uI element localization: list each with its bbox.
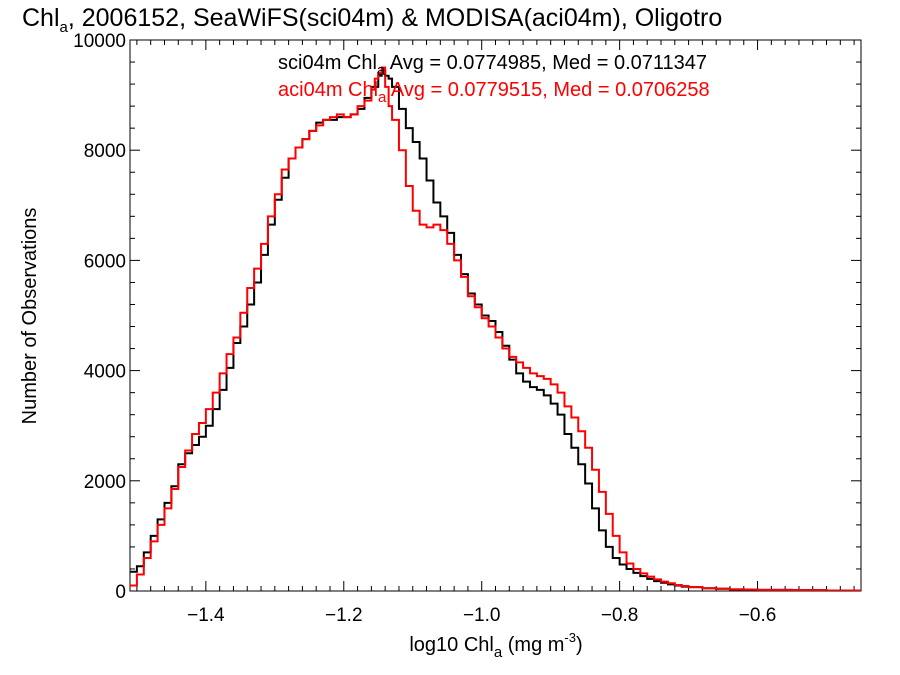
x-axis-label: log10 Chla (mg m-3) <box>409 630 582 661</box>
x-tick-label: −1.2 <box>325 605 363 626</box>
legend-1-sub: a <box>378 89 387 106</box>
legend-0-pre: sci04m Chl <box>278 52 377 74</box>
series-aci04m-line <box>130 66 861 591</box>
title-sub: a <box>60 19 69 36</box>
x-tick-label: −1.4 <box>187 605 225 626</box>
y-tick-label: 0 <box>115 582 126 603</box>
series-group <box>130 66 861 591</box>
y-tick-label: 6000 <box>84 251 126 272</box>
axis-ticks: −1.4 −1.2 −1.0 −0.8 −0.6 0 2000 4000 6000 8000 100… <box>73 31 861 626</box>
legend-1-post: Avg = 0.0779515, Med = 0.0706258 <box>386 79 709 101</box>
legend-entry-sci04m: sci04m Chla Avg = 0.0774985, Med = 0.071… <box>278 52 707 79</box>
y-tick-label: 2000 <box>84 472 126 493</box>
xlabel-pre: log10 Chl <box>409 634 494 656</box>
x-tick-label: −0.8 <box>601 605 639 626</box>
x-tick-label: −1.0 <box>463 605 501 626</box>
y-tick-label: 4000 <box>84 362 126 383</box>
legend-entry-aci04m: aci04m Chla Avg = 0.0779515, Med = 0.070… <box>278 79 710 106</box>
y-tick-label: 10000 <box>73 31 126 52</box>
title-post: , 2006152, SeaWiFS(sci04m) & MODISA(aci0… <box>68 4 722 32</box>
xlabel-mid: (mg m <box>502 634 564 656</box>
xlabel-sub: a <box>494 644 503 661</box>
title-pre: Chl <box>22 4 60 32</box>
legend-1-pre: aci04m Chl <box>278 79 378 101</box>
chart-title: Chla, 2006152, SeaWiFS(sci04m) & MODISA(… <box>22 4 722 36</box>
y-tick-label: 8000 <box>84 141 126 162</box>
y-axis-label: Number of Observations <box>19 208 41 425</box>
legend-0-sub: a <box>377 62 386 79</box>
xlabel-sup: -3 <box>564 630 576 645</box>
legend-0-post: Avg = 0.0774985, Med = 0.0711347 <box>385 52 707 74</box>
xlabel-post: ) <box>576 634 583 656</box>
x-tick-label: −0.6 <box>739 605 777 626</box>
